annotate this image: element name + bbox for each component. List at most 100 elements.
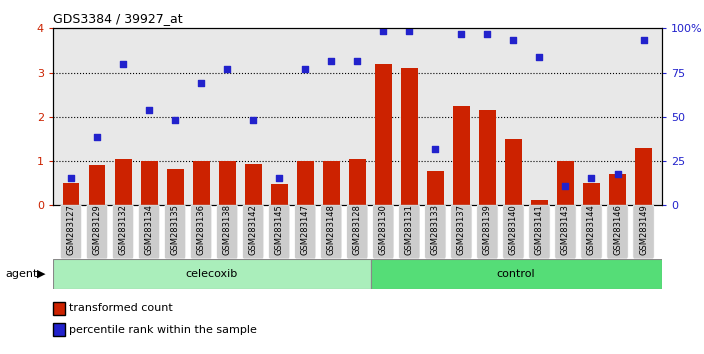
FancyBboxPatch shape [633,205,654,259]
Text: GSM283148: GSM283148 [327,205,336,255]
Point [586,175,597,181]
Text: GSM283144: GSM283144 [587,205,596,255]
Point [638,38,649,43]
Text: GSM283146: GSM283146 [613,205,622,255]
FancyBboxPatch shape [191,205,212,259]
Bar [219,161,236,205]
FancyBboxPatch shape [607,205,628,259]
Point [326,58,337,63]
FancyBboxPatch shape [398,205,420,259]
Bar [141,161,158,205]
FancyBboxPatch shape [529,205,550,259]
FancyBboxPatch shape [451,205,472,259]
Text: celecoxib: celecoxib [186,269,238,279]
Text: GSM283139: GSM283139 [483,205,492,255]
FancyBboxPatch shape [372,205,394,259]
Text: GSM283142: GSM283142 [249,205,258,255]
Point [222,66,233,72]
Text: GSM283145: GSM283145 [275,205,284,255]
Point [65,175,77,181]
FancyBboxPatch shape [581,205,602,259]
Text: GSM283137: GSM283137 [457,204,466,255]
Point [377,29,389,34]
FancyBboxPatch shape [425,205,446,259]
Text: GSM283141: GSM283141 [535,205,544,255]
Text: GSM283143: GSM283143 [561,205,570,255]
Bar [348,159,366,205]
Text: agent: agent [6,269,38,279]
Text: transformed count: transformed count [69,303,172,313]
Text: GSM283134: GSM283134 [144,205,153,255]
Text: GSM283128: GSM283128 [353,205,362,255]
Point [508,38,519,43]
Bar [370,259,662,289]
Text: percentile rank within the sample: percentile rank within the sample [69,325,257,335]
Text: GSM283135: GSM283135 [170,205,180,255]
FancyBboxPatch shape [139,205,160,259]
Point [429,146,441,152]
Point [560,183,571,189]
FancyBboxPatch shape [165,205,186,259]
FancyBboxPatch shape [242,205,264,259]
FancyBboxPatch shape [61,205,82,259]
Point [118,61,129,67]
Text: control: control [497,269,536,279]
Text: GSM283136: GSM283136 [196,204,206,255]
Bar [453,106,470,205]
FancyBboxPatch shape [477,205,498,259]
Text: GSM283138: GSM283138 [222,204,232,255]
Text: GDS3384 / 39927_at: GDS3384 / 39927_at [53,12,182,25]
Bar [115,159,132,205]
Text: GSM283140: GSM283140 [509,205,518,255]
Bar [557,161,574,205]
FancyBboxPatch shape [346,205,368,259]
Text: GSM283129: GSM283129 [92,205,101,255]
Bar [89,166,106,205]
Bar [401,68,417,205]
Point [455,31,467,36]
Point [196,80,207,86]
Point [403,29,415,34]
Point [248,117,259,123]
FancyBboxPatch shape [268,205,290,259]
Bar [271,184,288,205]
Bar [167,169,184,205]
Point [534,54,545,60]
Bar [427,171,444,205]
Bar [323,161,340,205]
FancyBboxPatch shape [87,205,108,259]
Point [274,175,285,181]
Bar [375,64,391,205]
Point [92,134,103,139]
FancyBboxPatch shape [294,205,316,259]
Bar [297,161,314,205]
Text: GSM283132: GSM283132 [118,205,127,255]
Text: GSM283127: GSM283127 [66,205,75,255]
Text: GSM283149: GSM283149 [639,205,648,255]
Text: GSM283133: GSM283133 [431,204,440,255]
Text: ▶: ▶ [37,269,46,279]
FancyBboxPatch shape [503,205,524,259]
Bar [609,175,626,205]
Text: GSM283147: GSM283147 [301,205,310,255]
Text: GSM283130: GSM283130 [379,205,388,255]
Bar [531,200,548,205]
Point [170,117,181,123]
Text: GSM283131: GSM283131 [405,205,414,255]
Bar [479,110,496,205]
FancyBboxPatch shape [217,205,238,259]
Point [352,58,363,63]
FancyBboxPatch shape [320,205,342,259]
Bar [53,259,370,289]
Bar [583,183,600,205]
Point [482,31,493,36]
Point [612,172,623,177]
FancyBboxPatch shape [113,205,134,259]
Bar [245,164,262,205]
Bar [505,139,522,205]
FancyBboxPatch shape [555,205,576,259]
Point [300,66,311,72]
Point [144,107,155,113]
Bar [635,148,652,205]
Bar [193,161,210,205]
